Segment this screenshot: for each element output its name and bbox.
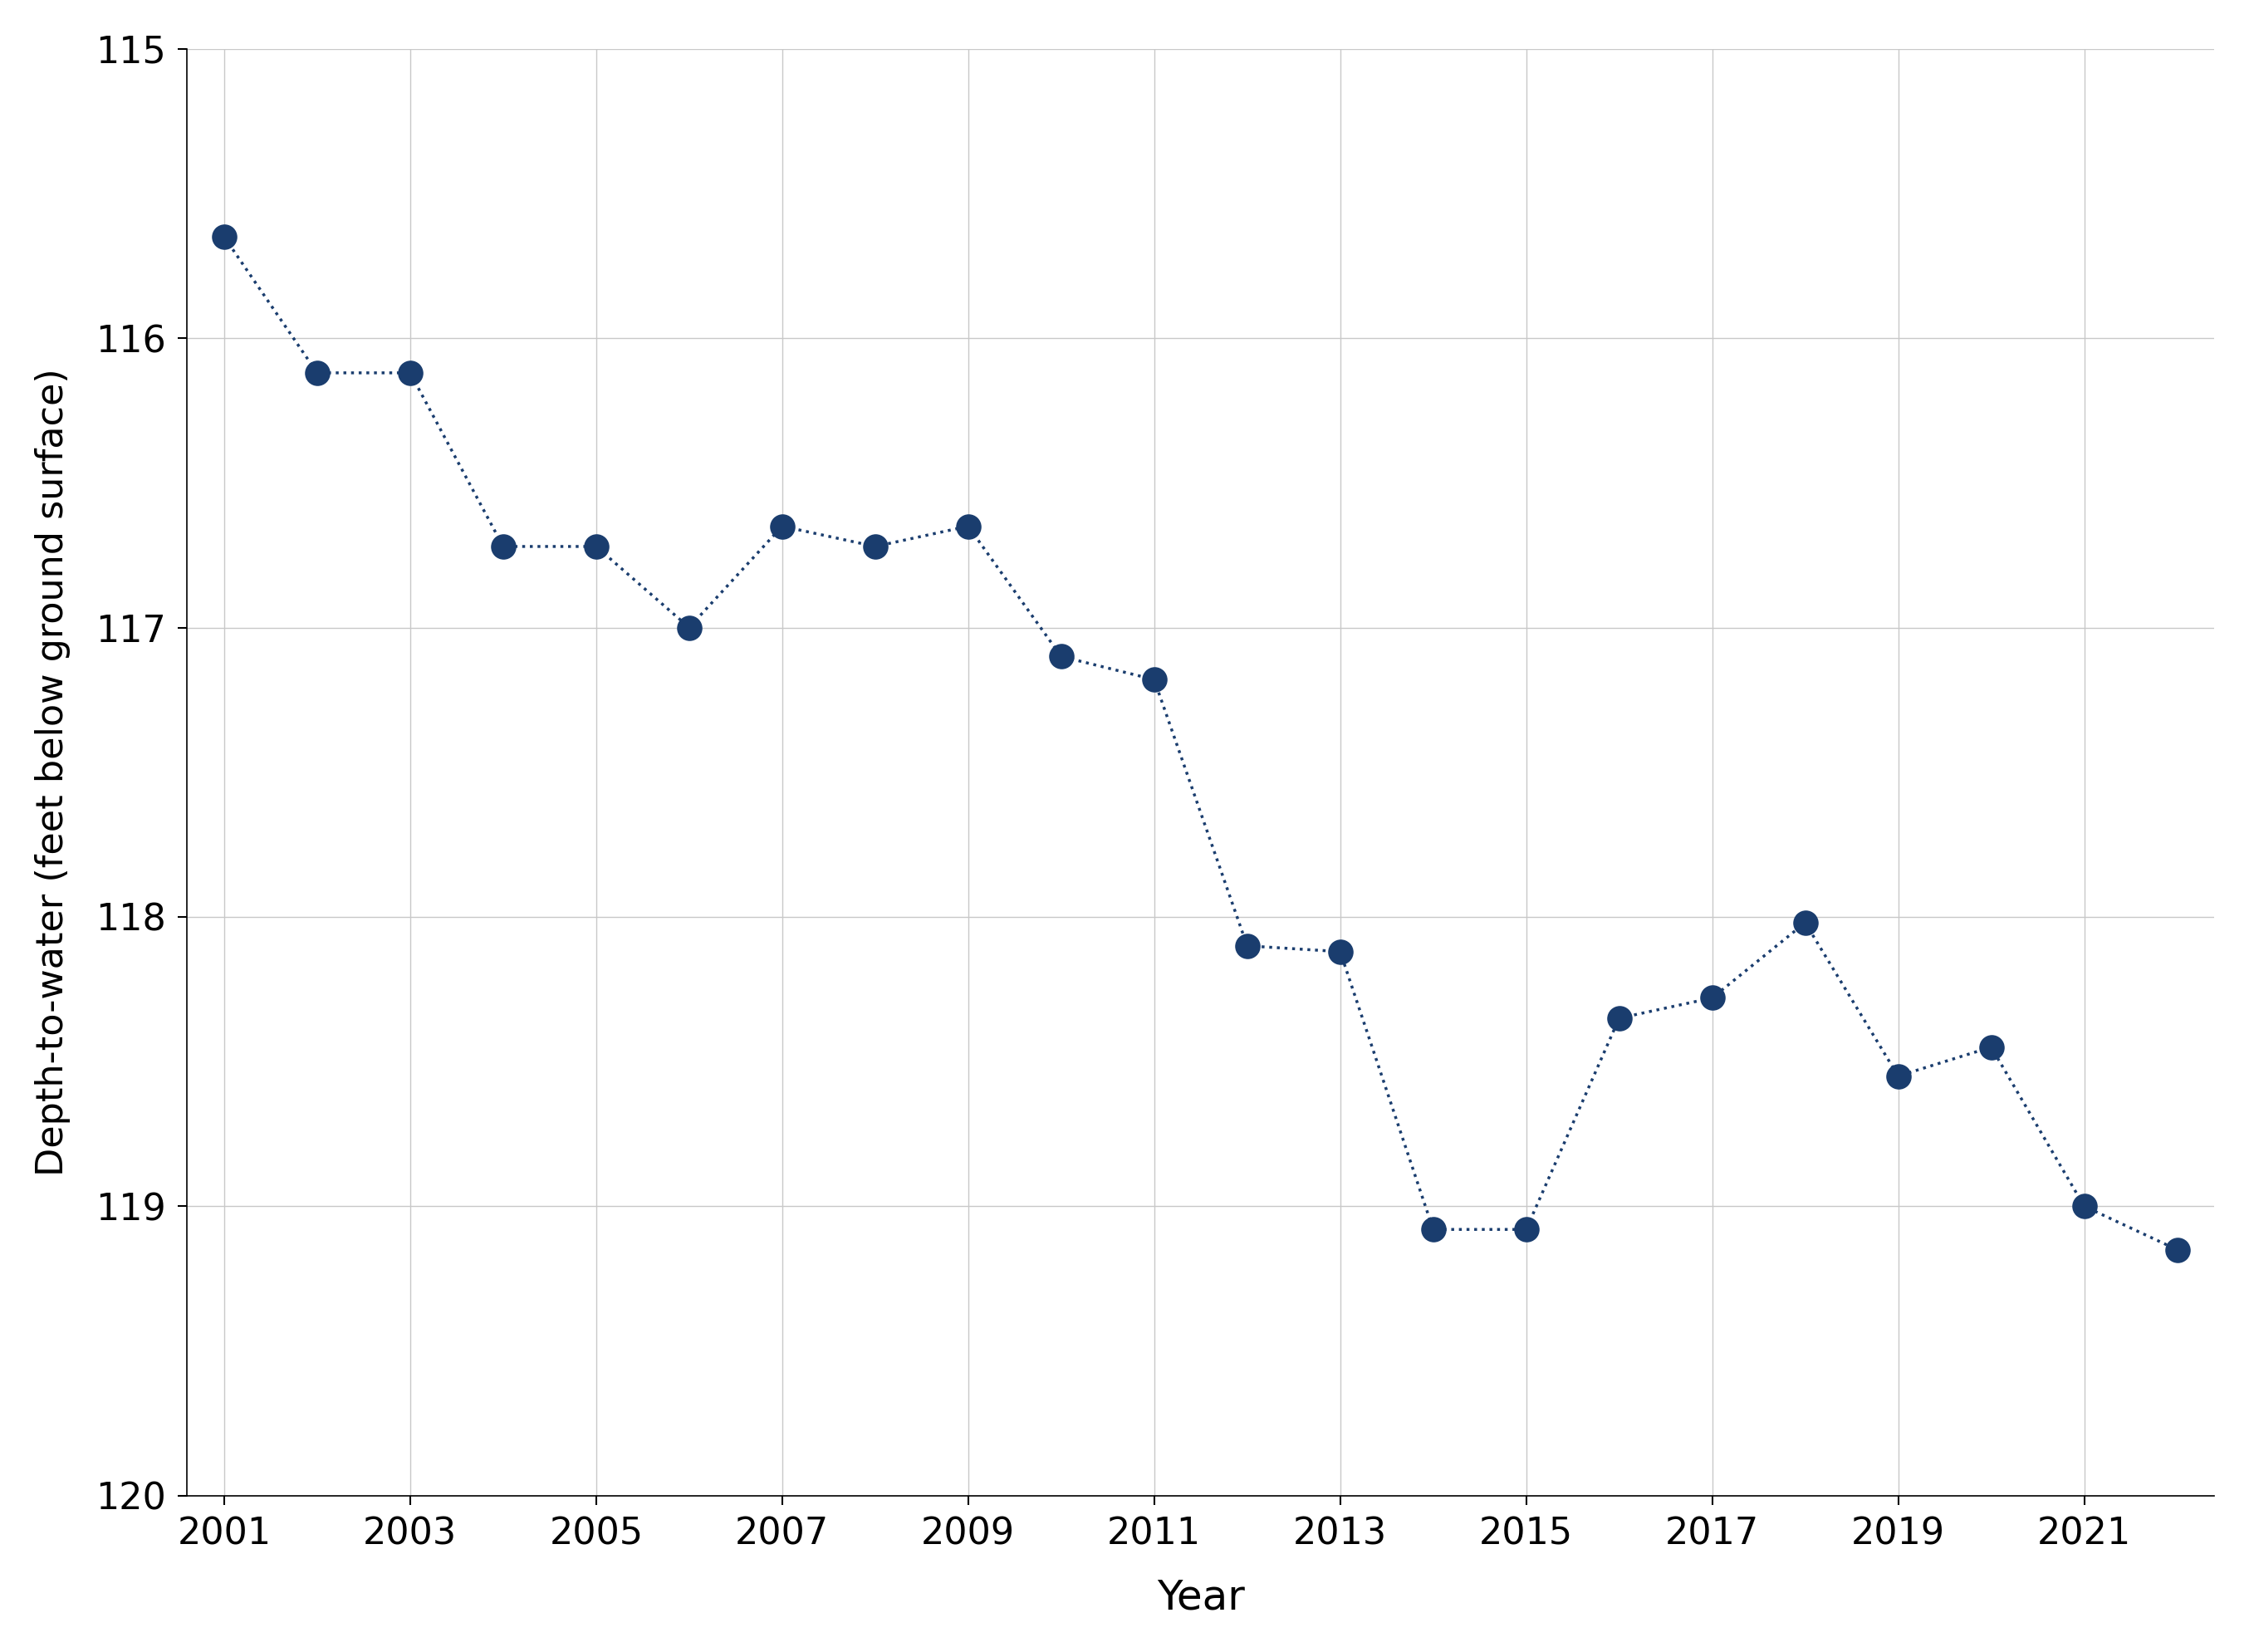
X-axis label: Year: Year — [1156, 1578, 1244, 1617]
Y-axis label: Depth-to-water (feet below ground surface): Depth-to-water (feet below ground surfac… — [34, 368, 70, 1176]
